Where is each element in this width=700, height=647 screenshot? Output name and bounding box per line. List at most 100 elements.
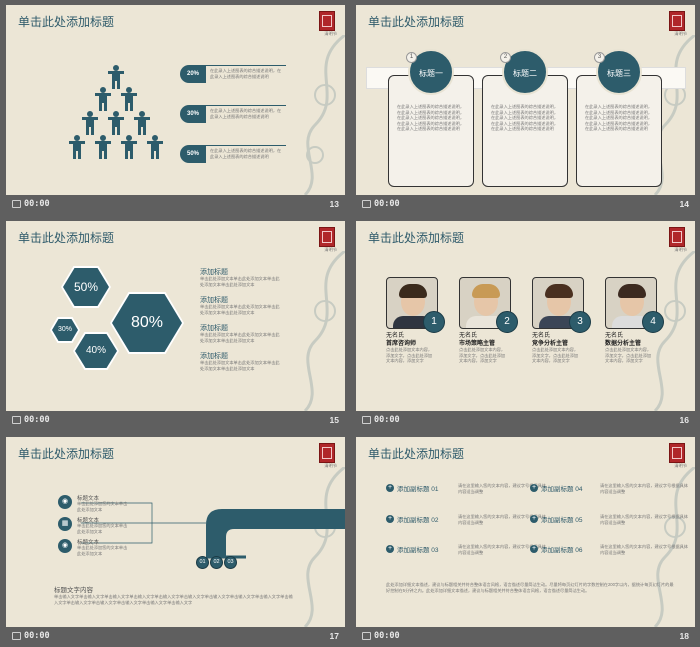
portrait-photo xyxy=(605,277,657,329)
subtitle-text: 请在这里输入您的文本内容，建议字号根据具体内容适当调整 xyxy=(458,514,546,525)
slide-icon[interactable] xyxy=(362,200,371,208)
plus-icon: + xyxy=(530,484,538,492)
plus-icon: + xyxy=(386,484,394,492)
slide-icon[interactable] xyxy=(12,632,21,640)
slide-canvas: 单击此处添加标题 清明节 在此录入上述图表的综合描述说明，在此录入上述图表的综合… xyxy=(356,5,695,195)
slide-icon[interactable] xyxy=(362,416,371,424)
subtitle-text: 请在这里输入您的文本内容，建议字号根据具体内容适当调整 xyxy=(458,483,546,494)
plus-icon: + xyxy=(530,545,538,553)
seal-caption: 清明节 xyxy=(324,247,337,252)
seal-stamp xyxy=(669,443,685,463)
slide-number: 18 xyxy=(679,631,689,641)
slide-status-bar: 00:00 17 xyxy=(6,627,345,645)
item-text: 单击此处添加文本单击此处添加文本单击此处添加文本单击此处添加文本 xyxy=(200,360,280,371)
person-name: 无名氏 xyxy=(532,333,551,339)
slide-number: 15 xyxy=(329,415,339,425)
person-title: 市场策略主管 xyxy=(459,341,496,347)
subtitle: 添加副标题 06 xyxy=(541,547,583,554)
step-number: 01 xyxy=(196,556,209,569)
slide-number: 17 xyxy=(329,631,339,641)
apple-icon: ◉ xyxy=(58,495,72,509)
slide-timing: 00:00 xyxy=(24,631,50,641)
divider-line xyxy=(206,65,286,66)
person-number: 2 xyxy=(496,311,518,333)
slide-icon[interactable] xyxy=(362,632,371,640)
item-text: 单击此处添加文本单击此处添加文本单击此处添加文本单击此处添加文本 xyxy=(200,332,280,343)
person-desc: 点击此处添加文本内容，添加文字，点击此处添加文本内容，添加文字 xyxy=(532,347,579,364)
row-text: 在此录入上述图表的综合描述说明，在此录入上述图表的综合描述说明 xyxy=(210,68,282,79)
item-label: 标题文本 xyxy=(77,540,100,546)
step-number: 03 xyxy=(224,556,237,569)
slide-thumbnail-13[interactable]: 单击此处添加标题 清明节 20% 在此录入上述图表的综合描述说明，在此录入上述图… xyxy=(6,5,345,213)
subtitle: 添加副标题 01 xyxy=(397,486,439,493)
slide-thumbnail-18[interactable]: 单击此处添加标题 清明节 + 添加副标题 01 请在这里输入您的文本内容，建议字… xyxy=(356,437,695,645)
slide-title[interactable]: 单击此处添加标题 xyxy=(18,15,115,29)
slide-timing: 00:00 xyxy=(24,415,50,425)
subtitle: 添加副标题 04 xyxy=(541,486,583,493)
subtitle: 添加副标题 02 xyxy=(397,517,439,524)
person-desc: 点击此处添加文本内容，添加文字，点击此处添加文本内容，添加文字 xyxy=(386,347,433,364)
floral-ornament xyxy=(653,467,695,627)
slide-title[interactable]: 单击此处添加标题 xyxy=(18,447,115,461)
slide-title[interactable]: 单击此处添加标题 xyxy=(368,231,465,245)
slide-canvas: 单击此处添加标题 清明节 20% 在此录入上述图表的综合描述说明，在此录入上述图… xyxy=(6,5,345,195)
floral-ornament xyxy=(653,251,695,411)
percent-pill: 30% xyxy=(180,105,206,123)
person-number: 3 xyxy=(569,311,591,333)
item-heading: 添加标题 xyxy=(200,269,228,276)
seal-caption: 清明节 xyxy=(324,463,337,468)
slide-canvas: 单击此处添加标题 清明节 1 2 3 4 无名氏 首席咨询师 点击此处添加文本内… xyxy=(356,221,695,411)
subtitle-text: 请在这里输入您的文本内容，建议字号根据具体内容适当调整 xyxy=(600,544,688,555)
slide-canvas: 单击此处添加标题 清明节 50% 80% 30% 40% 添加标题 单击此处添加… xyxy=(6,221,345,411)
slide-status-bar: 00:00 14 xyxy=(356,195,695,213)
slide-thumbnail-15[interactable]: 单击此处添加标题 清明节 50% 80% 30% 40% 添加标题 单击此处添加… xyxy=(6,221,345,429)
apple-icon: ◉ xyxy=(58,539,72,553)
percent-pill: 20% xyxy=(180,65,206,83)
slide-timing: 00:00 xyxy=(374,199,400,209)
item-heading: 添加标题 xyxy=(200,353,228,360)
item-text: 单击此处添加您的文本单击此处添加文本 xyxy=(77,523,128,534)
slide-timing: 00:00 xyxy=(374,631,400,641)
footer-heading: 标题文字内容 xyxy=(54,587,93,594)
slide-status-bar: 00:00 13 xyxy=(6,195,345,213)
card-text: 在此录入上述图表的综合描述说明，在此录入上述图表的综合描述说明，在此录入上述图表… xyxy=(585,104,653,132)
slide-thumbnail-14[interactable]: 单击此处添加标题 清明节 在此录入上述图表的综合描述说明，在此录入上述图表的综合… xyxy=(356,5,695,213)
footer-text: 此处添加详细文本描述，建议与标题相关并符合整体语言风格，语言描述尽量简洁生动。尽… xyxy=(386,582,674,593)
seal-caption: 清明节 xyxy=(674,247,687,252)
item-heading: 添加标题 xyxy=(200,325,228,332)
card-text: 在此录入上述图表的综合描述说明，在此录入上述图表的综合描述说明，在此录入上述图表… xyxy=(397,104,465,132)
person-title: 首席咨询师 xyxy=(386,341,417,347)
plus-icon: + xyxy=(530,515,538,523)
slide-title[interactable]: 单击此处添加标题 xyxy=(368,15,465,29)
card-number: 2 xyxy=(500,52,511,63)
slide-icon[interactable] xyxy=(12,416,21,424)
seal-stamp xyxy=(669,227,685,247)
person-title: 数据分析主管 xyxy=(605,341,642,347)
seal-stamp xyxy=(319,443,335,463)
divider-line xyxy=(206,145,286,146)
slide-thumbnail-17[interactable]: 单击此处添加标题 清明节 ◉ ▦ ◉ 标题文本 单击此处添加您的文本单击此处添加… xyxy=(6,437,345,645)
seal-caption: 清明节 xyxy=(674,463,687,468)
hexagon-30: 30% xyxy=(52,319,78,341)
slide-status-bar: 00:00 16 xyxy=(356,411,695,429)
slide-timing: 00:00 xyxy=(24,199,50,209)
slide-icon[interactable] xyxy=(12,200,21,208)
slide-title[interactable]: 单击此处添加标题 xyxy=(18,231,115,245)
slide-number: 16 xyxy=(679,415,689,425)
card-text: 在此录入上述图表的综合描述说明，在此录入上述图表的综合描述说明，在此录入上述图表… xyxy=(491,104,559,132)
person-name: 无名氏 xyxy=(386,333,405,339)
slide-thumbnail-16[interactable]: 单击此处添加标题 清明节 1 2 3 4 无名氏 首席咨询师 点击此处添加文本内… xyxy=(356,221,695,429)
windows-icon: ▦ xyxy=(58,517,72,531)
plus-icon: + xyxy=(386,515,394,523)
plus-icon: + xyxy=(386,545,394,553)
slide-title[interactable]: 单击此处添加标题 xyxy=(368,447,465,461)
slide-number: 13 xyxy=(329,199,339,209)
item-text: 单击此处添加文本单击此处添加文本单击此处添加文本单击此处添加文本 xyxy=(200,304,280,315)
slide-canvas: 单击此处添加标题 清明节 ◉ ▦ ◉ 标题文本 单击此处添加您的文本单击此处添加… xyxy=(6,437,345,627)
slide-number: 14 xyxy=(679,199,689,209)
card-title: 标题一 xyxy=(408,49,454,95)
seal-caption: 清明节 xyxy=(324,31,337,36)
person-desc: 点击此处添加文本内容，添加文字，点击此处添加文本内容，添加文字 xyxy=(459,347,506,364)
seal-stamp xyxy=(319,11,335,31)
portrait-photo xyxy=(459,277,511,329)
